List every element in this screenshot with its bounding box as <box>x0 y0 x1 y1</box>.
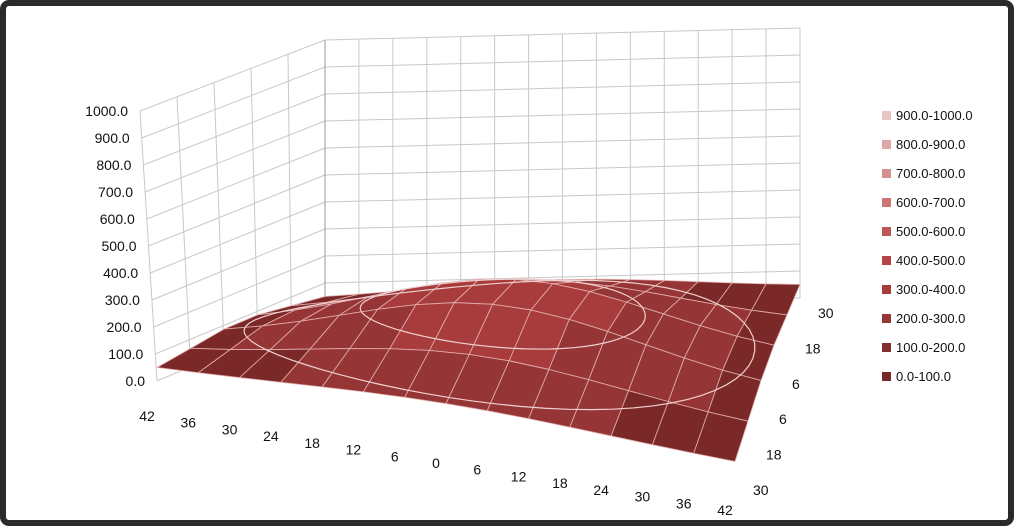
legend-label: 800.0-900.0 <box>896 137 965 152</box>
y-tick-label: 30 <box>818 305 834 321</box>
side-wall-vertical <box>139 110 158 382</box>
side-wall-gridline <box>141 66 326 139</box>
y-tick-label: 6 <box>792 376 800 392</box>
z-tick-label: 900.0 <box>95 130 130 146</box>
x-tick-label: 42 <box>717 502 733 518</box>
y-tick-label: 18 <box>805 340 821 356</box>
z-tick-label: 700.0 <box>98 184 133 200</box>
x-tick-label: 12 <box>346 442 362 458</box>
legend-swatch <box>882 169 891 178</box>
legend-label: 500.0-600.0 <box>896 224 965 239</box>
side-wall-gridline <box>151 228 326 301</box>
legend-label: 900.0-1000.0 <box>896 108 973 123</box>
x-tick-label: 6 <box>391 448 399 464</box>
x-tick-label: 6 <box>473 462 481 478</box>
surface-cell <box>693 411 749 462</box>
side-wall-vertical <box>213 82 225 353</box>
legend-label: 0.0-100.0 <box>896 369 951 384</box>
side-wall-vertical <box>250 68 259 339</box>
z-tick-label: 100.0 <box>108 346 143 362</box>
side-wall-gridline <box>143 93 326 166</box>
x-tick-label: 0 <box>432 455 440 471</box>
legend-swatch <box>882 256 891 265</box>
x-tick-label: 36 <box>676 495 692 511</box>
side-wall-gridline <box>146 147 326 220</box>
legend-swatch <box>882 140 891 149</box>
x-tick-label: 30 <box>635 489 651 505</box>
legend-swatch <box>882 198 891 207</box>
contour-100 <box>243 279 756 411</box>
x-tick-label: 24 <box>263 428 279 444</box>
z-tick-label: 200.0 <box>107 319 142 335</box>
legend-swatch <box>882 111 891 120</box>
side-wall-gridline <box>153 255 326 328</box>
legend-label: 200.0-300.0 <box>896 311 965 326</box>
legend-swatch <box>882 227 891 236</box>
x-tick-label: 24 <box>593 482 609 498</box>
x-tick-label: 42 <box>139 408 155 424</box>
side-wall-vertical <box>287 54 292 325</box>
legend-swatch <box>882 285 891 294</box>
x-tick-label: 30 <box>222 421 238 437</box>
side-wall-gridline <box>144 120 326 193</box>
x-tick-label: 18 <box>304 435 320 451</box>
legend-label: 600.0-700.0 <box>896 195 965 210</box>
x-tick-label: 18 <box>552 475 568 491</box>
side-wall-gridline <box>155 282 326 355</box>
legend-label: 100.0-200.0 <box>896 340 965 355</box>
z-tick-label: 800.0 <box>96 157 131 173</box>
side-wall-gridline <box>139 39 326 112</box>
y-tick-label: 6 <box>779 411 787 427</box>
side-wall-gridline <box>148 174 326 247</box>
legend-swatch <box>882 372 891 381</box>
z-tick-label: 600.0 <box>100 211 135 227</box>
z-tick-label: 0.0 <box>126 373 146 389</box>
legend-label: 300.0-400.0 <box>896 282 965 297</box>
z-tick-label: 1000.0 <box>85 103 128 119</box>
y-tick-label: 18 <box>766 447 782 463</box>
side-wall-gridline <box>150 201 326 274</box>
legend-swatch <box>882 314 891 323</box>
legend-swatch <box>882 343 891 352</box>
x-tick-label: 12 <box>511 468 527 484</box>
x-tick-label: 36 <box>180 415 196 431</box>
y-tick-label: 30 <box>753 482 769 498</box>
z-tick-label: 300.0 <box>105 292 140 308</box>
side-wall-vertical <box>176 96 192 367</box>
legend-label: 400.0-500.0 <box>896 253 965 268</box>
z-tick-label: 400.0 <box>103 265 138 281</box>
contour-200 <box>359 278 646 350</box>
legend-label: 700.0-800.0 <box>896 166 965 181</box>
z-tick-label: 500.0 <box>101 238 136 254</box>
